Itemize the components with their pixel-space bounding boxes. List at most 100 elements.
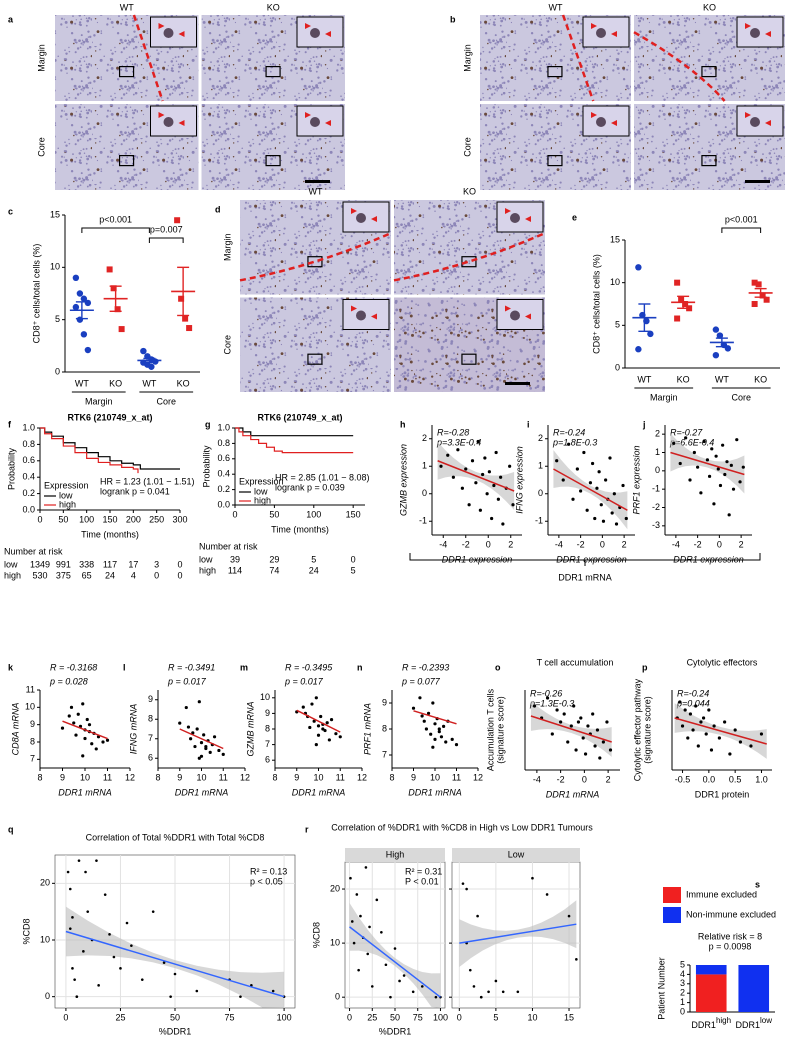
data-point xyxy=(595,486,599,490)
data-point xyxy=(474,481,478,485)
data-point xyxy=(325,721,329,725)
annotation: p=3.3E-0.4 xyxy=(436,437,481,447)
x-tick-label: 150 xyxy=(102,514,117,524)
data-point xyxy=(437,730,441,734)
facet-label: High xyxy=(386,849,405,859)
data-point xyxy=(590,461,595,466)
data-point xyxy=(727,513,731,517)
panel-letter: h xyxy=(400,419,406,429)
annotation: p=1.8E-0.3 xyxy=(552,437,597,447)
data-point xyxy=(162,961,166,964)
data-point xyxy=(559,720,563,724)
panel-letter: g xyxy=(205,419,211,429)
arrowhead xyxy=(611,31,617,37)
annotation: p=6.6E-0.4 xyxy=(669,437,714,447)
annotation: R = -0.2393 xyxy=(402,662,449,672)
risk-row-label: high xyxy=(4,570,21,580)
annotation: logrank p = 0.041 xyxy=(100,486,170,496)
data-point xyxy=(197,700,201,704)
data-point xyxy=(604,478,608,482)
data-point xyxy=(574,748,578,752)
data-point xyxy=(370,985,374,988)
data-point xyxy=(686,736,690,740)
arrowhead xyxy=(325,31,331,37)
data-point xyxy=(97,984,100,987)
data-point xyxy=(73,978,76,981)
x-tick-label: 12 xyxy=(473,772,483,782)
x-tick-label: 8 xyxy=(37,772,42,782)
data-point xyxy=(81,754,85,758)
panel-letter: o xyxy=(495,662,501,672)
y-axis-label: IFNG expression xyxy=(514,446,524,514)
data-point xyxy=(456,448,460,452)
annotation: R=-0.28 xyxy=(437,427,469,437)
inset-cell xyxy=(750,28,760,38)
data-point xyxy=(199,741,204,745)
column-header: WT xyxy=(120,2,134,12)
data-point xyxy=(567,442,571,446)
risk-count: 4 xyxy=(131,570,136,580)
annotation: R = -0.3491 xyxy=(168,662,215,672)
data-point xyxy=(442,724,446,729)
arrowhead xyxy=(178,31,185,37)
data-point xyxy=(76,290,84,297)
data-point xyxy=(729,463,733,467)
y-tick-label: 2 xyxy=(538,433,543,443)
data-point xyxy=(579,716,583,720)
data-point xyxy=(433,722,437,726)
data-point xyxy=(583,752,588,756)
y-tick-label: 5 xyxy=(680,959,685,969)
data-point xyxy=(439,464,443,468)
annotation: p = 0.017 xyxy=(284,676,324,686)
data-point xyxy=(501,990,505,994)
data-point xyxy=(608,748,613,752)
y-tick-label: 0 xyxy=(45,991,50,1001)
data-point xyxy=(624,516,628,521)
x-tick-label: 250 xyxy=(149,514,164,524)
y-tick-label: 1 xyxy=(680,997,685,1007)
data-point xyxy=(76,712,80,716)
data-point xyxy=(433,737,437,742)
data-point xyxy=(368,925,371,929)
x-tick-label: 100 xyxy=(433,1012,448,1022)
risk-count: 24 xyxy=(105,570,115,580)
y-axis-label: PRF1 expression xyxy=(631,445,641,514)
x-axis-label: DDR1 expression xyxy=(673,554,744,564)
data-point xyxy=(217,748,221,753)
y-tick-label: 0 xyxy=(680,1006,685,1016)
y-axis-label: Probability xyxy=(6,447,16,490)
annotation: p<0.001 xyxy=(99,214,132,224)
risk-count: 530 xyxy=(32,570,47,580)
y-axis-label: PRF1 mRNA xyxy=(362,703,372,755)
data-point xyxy=(186,325,193,332)
risk-count: 39 xyxy=(230,554,240,564)
data-point xyxy=(426,711,431,716)
x-tick-label: 10 xyxy=(196,772,206,782)
data-point xyxy=(85,717,89,722)
data-point xyxy=(483,456,487,460)
panel-letter: s xyxy=(755,879,760,889)
data-point xyxy=(195,727,199,731)
data-point xyxy=(733,728,737,732)
data-point xyxy=(731,487,736,491)
data-point xyxy=(314,743,318,747)
data-point xyxy=(86,910,90,913)
legend-label: high xyxy=(59,499,76,509)
data-point xyxy=(582,450,586,455)
column-header: WT xyxy=(549,2,563,12)
data-point xyxy=(575,958,578,961)
legend-label: high xyxy=(254,495,271,505)
data-point xyxy=(450,737,454,742)
data-point xyxy=(72,274,80,281)
data-point xyxy=(575,467,579,471)
data-point xyxy=(108,933,111,936)
y-tick-label: -2 xyxy=(652,502,660,512)
data-point xyxy=(389,995,392,999)
fit-line xyxy=(553,468,628,511)
data-point xyxy=(516,990,520,994)
panel-letter: f xyxy=(8,419,12,429)
data-point xyxy=(119,967,122,970)
data-point xyxy=(189,737,193,741)
x-tick-label: 0.0 xyxy=(703,774,716,784)
